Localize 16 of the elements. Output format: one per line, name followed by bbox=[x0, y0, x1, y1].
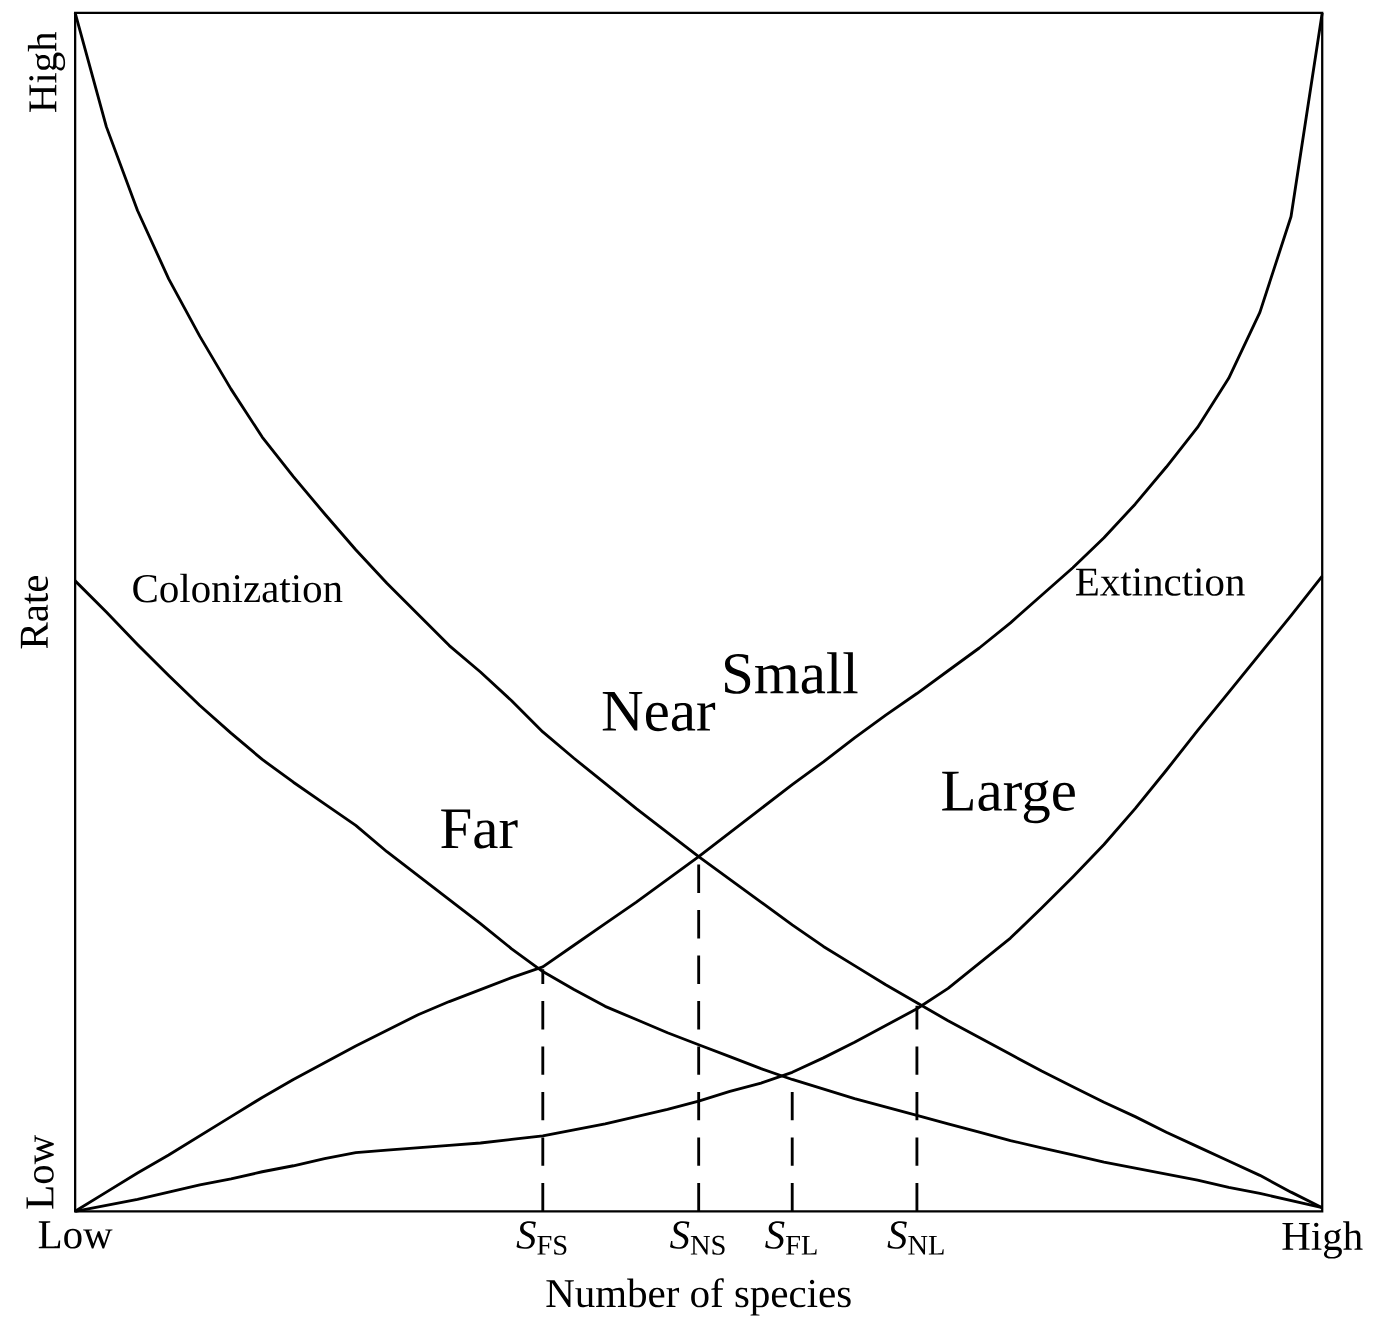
annotation: Colonization bbox=[133, 573, 343, 603]
series-label: Large bbox=[942, 771, 1075, 823]
annotation: Extinction bbox=[1075, 568, 1245, 596]
x-tick-label: S$_{FS}$ bbox=[516, 1221, 567, 1255]
series-label: Small bbox=[724, 652, 858, 694]
y-axis-title: Rate bbox=[20, 575, 49, 649]
x-tick-label: S$_{NS}$ bbox=[670, 1221, 725, 1255]
x-axis-title: Number of species bbox=[546, 1277, 851, 1316]
x-tick-label: Low bbox=[38, 1221, 113, 1249]
x-tick-label: S$_{NL}$ bbox=[887, 1221, 944, 1255]
x-tick-label: High bbox=[1282, 1221, 1363, 1259]
text: High bbox=[27, 31, 66, 112]
series-label: Far bbox=[441, 809, 518, 849]
series-label: Near bbox=[602, 691, 716, 731]
x-tick-label: S$_{FL}$ bbox=[765, 1221, 817, 1255]
text: Low bbox=[26, 1134, 54, 1209]
